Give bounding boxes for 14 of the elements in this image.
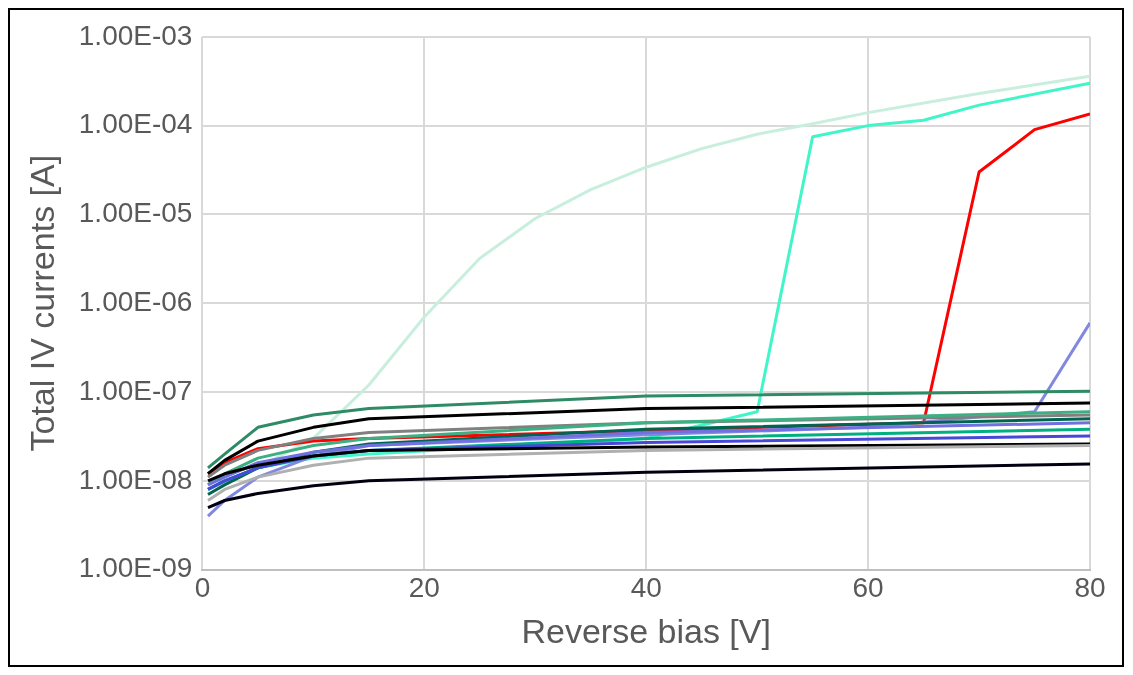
y-tick-label: 1.00E-04 (78, 108, 193, 140)
y-tick-label: 1.00E-06 (78, 285, 193, 317)
x-tick-label: 80 (1074, 572, 1106, 604)
x-tick-label: 60 (852, 572, 884, 604)
y-tick-label: 1.00E-07 (78, 374, 193, 406)
y-tick-label: 1.00E-08 (78, 463, 193, 495)
y-tick-label: 1.00E-09 (78, 552, 193, 584)
y-tick-label: 1.00E-03 (78, 19, 193, 51)
y-axis-title: Total IV currents [A] (22, 154, 61, 452)
x-tick-label: 40 (630, 572, 662, 604)
x-axis-title: Reverse bias [V] (521, 611, 771, 650)
x-tick-label: 20 (408, 572, 440, 604)
y-tick-label: 1.00E-05 (78, 197, 193, 229)
x-tick-label: 0 (194, 572, 211, 604)
